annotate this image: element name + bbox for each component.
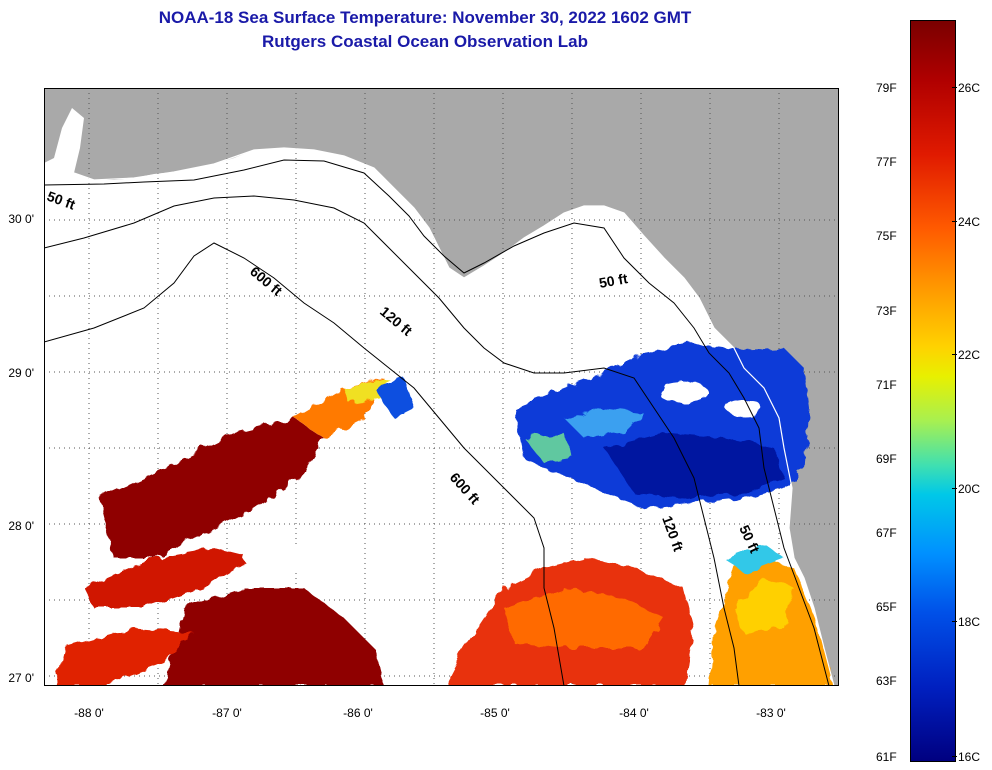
cbar-c-20: 20C: [951, 482, 981, 496]
cbar-c-24: 24C: [951, 215, 981, 229]
lat-label-29: 29 0': [8, 366, 34, 380]
map-frame: [44, 88, 839, 686]
lon-label-86: -86 0': [343, 706, 373, 720]
sst-warm-southwest: [164, 588, 384, 686]
lon-label-88: -88 0': [74, 706, 104, 720]
sst-warm-streak: [84, 548, 254, 608]
contour-50ft: [44, 159, 830, 686]
contour-120ft: [44, 195, 740, 686]
sst-data: [54, 343, 834, 686]
sst-southeast-yellow: [734, 578, 794, 633]
contour-600ft: [44, 242, 565, 686]
map-title: NOAA-18 Sea Surface Temperature: Novembe…: [158, 8, 692, 27]
cbar-c-16: 16C: [951, 750, 981, 764]
contour-label-50ft-east: 50 ft: [598, 270, 629, 291]
cbar-f-71: 71F: [876, 378, 897, 392]
cbar-f-67: 67F: [876, 526, 897, 540]
sst-warm-yellow-edge: [344, 378, 389, 403]
lat-label-30: 30 0': [8, 212, 34, 226]
sst-map: 50 ft 120 ft 600 ft 600 ft 50 ft 120 ft …: [44, 88, 839, 686]
sst-warm-west: [99, 418, 324, 558]
cbar-f-73: 73F: [876, 304, 897, 318]
lon-label-87: -87 0': [212, 706, 242, 720]
cbar-f-77: 77F: [876, 155, 897, 169]
cbar-f-69: 69F: [876, 452, 897, 466]
lat-label-28: 28 0': [8, 519, 34, 533]
lat-label-27: 27 0': [8, 671, 34, 685]
sst-cool-dark-core: [604, 433, 784, 498]
sst-southeast-cyan: [724, 543, 784, 573]
sst-cloud-gap-east: [726, 400, 762, 416]
cbar-c-22: 22C: [951, 348, 981, 362]
bathymetry-contours: [44, 159, 830, 686]
sst-red-streak: [54, 628, 194, 686]
cbar-f-63: 63F: [876, 674, 897, 688]
cbar-f-61: 61F: [876, 750, 897, 764]
sst-cloud-gap-southwest: [244, 544, 304, 572]
lon-label-84: -84 0': [619, 706, 649, 720]
temperature-colorbar: [910, 20, 956, 762]
cbar-f-75: 75F: [876, 229, 897, 243]
cbar-c-26: 26C: [951, 81, 981, 95]
sst-cool-west-fringe: [374, 378, 414, 418]
sst-cool-green-band: [524, 433, 574, 463]
sst-cool-cyan-band: [564, 408, 644, 438]
cbar-c-18: 18C: [951, 615, 981, 629]
lon-label-85: -85 0': [480, 706, 510, 720]
cbar-f-79: 79F: [876, 81, 897, 95]
lon-label-83: -83 0': [756, 706, 786, 720]
map-subtitle: Rutgers Coastal Ocean Observation Lab: [262, 32, 588, 51]
coastline: [73, 147, 835, 686]
sst-cloud-gap-north: [659, 383, 709, 403]
land-mass: [44, 88, 839, 686]
sst-orange-south: [504, 588, 664, 648]
cbar-f-65: 65F: [876, 600, 897, 614]
